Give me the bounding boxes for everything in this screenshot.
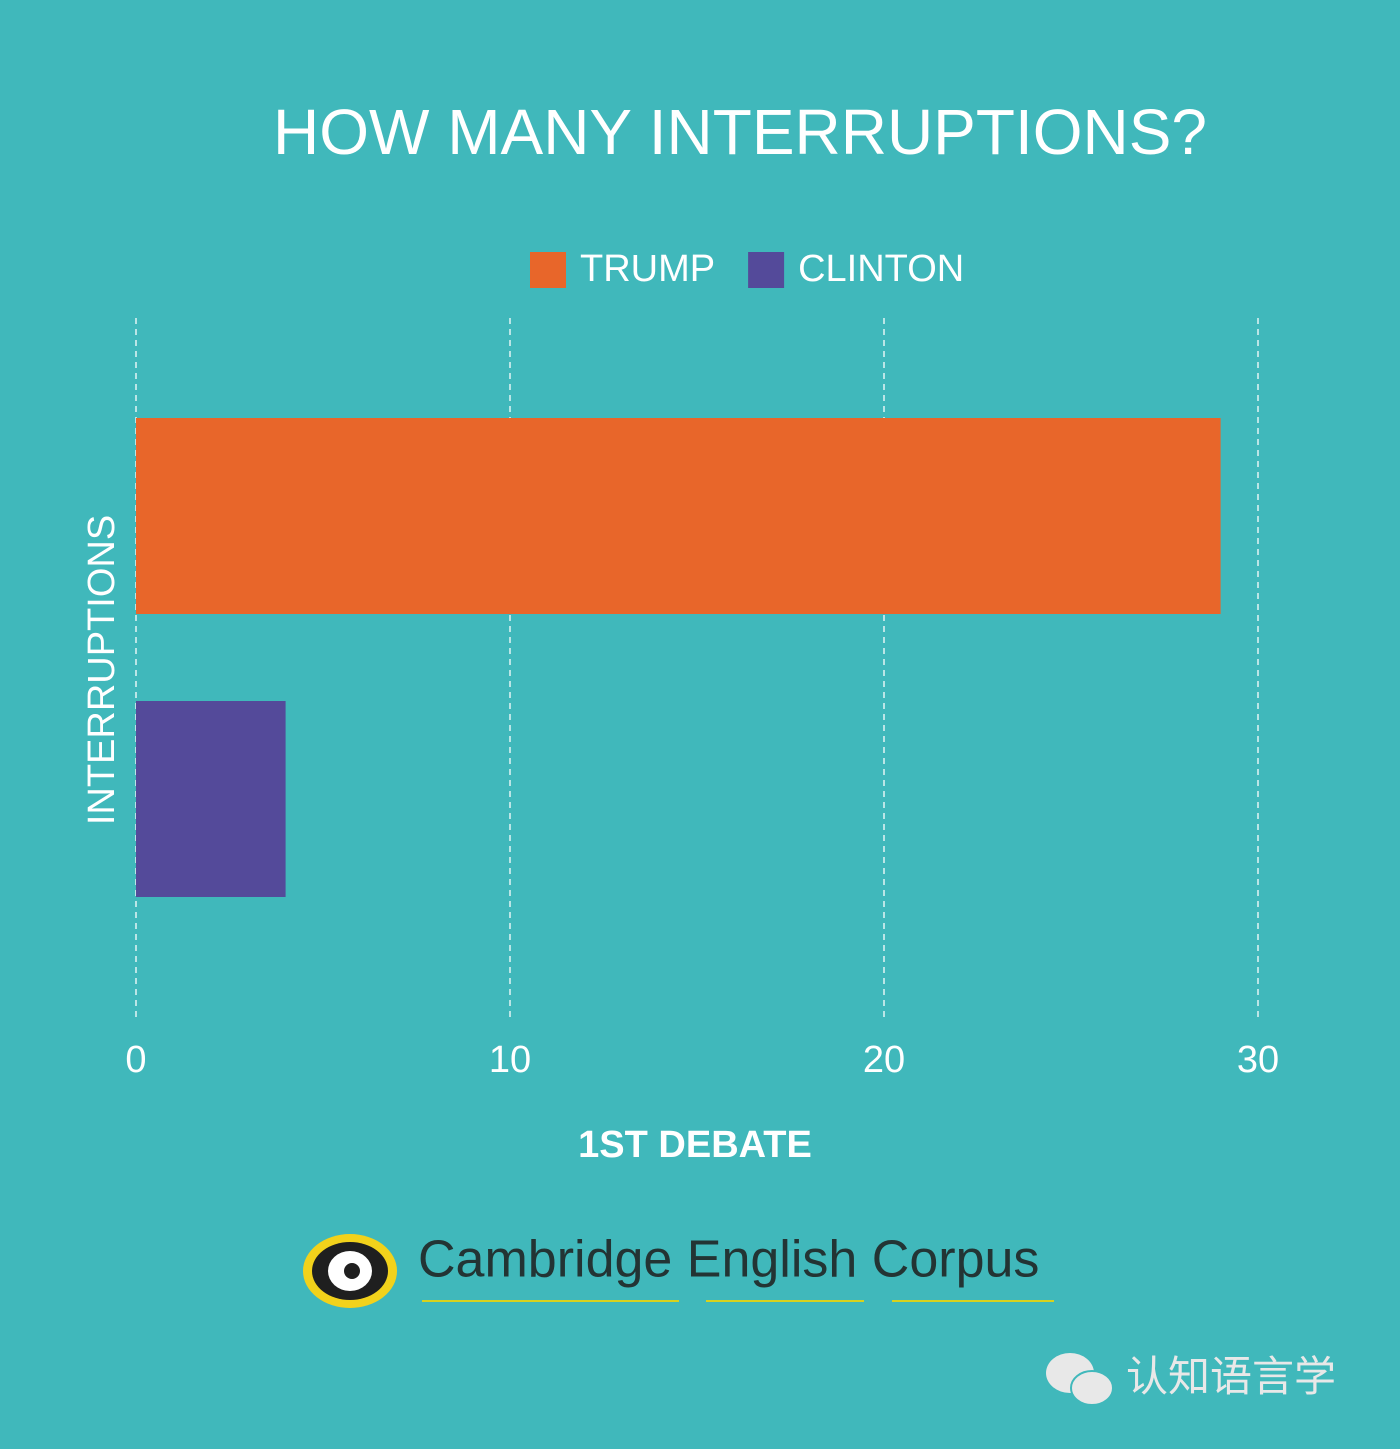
- x-axis-label: 1ST DEBATE: [578, 1124, 812, 1166]
- y-axis-label: INTERRUPTIONS: [81, 515, 123, 825]
- x-tick-label: 20: [863, 1039, 905, 1081]
- legend-label: TRUMP: [580, 248, 715, 290]
- bar: [136, 418, 1221, 614]
- logo-pupil: [344, 1263, 360, 1279]
- x-tick-label: 10: [489, 1039, 531, 1081]
- chart-title: HOW MANY INTERRUPTIONS?: [273, 96, 1207, 168]
- legend-swatch: [748, 252, 785, 288]
- bar: [136, 701, 286, 897]
- watermark-text: 认知语言学: [1126, 1353, 1336, 1400]
- x-tick-label: 0: [125, 1039, 146, 1081]
- legend-swatch: [530, 252, 566, 288]
- logo-text: Cambridge English Corpus: [418, 1231, 1039, 1289]
- logo: Cambridge English Corpus: [303, 1231, 1054, 1308]
- legend-label: CLINTON: [798, 248, 964, 290]
- x-tick-label: 30: [1237, 1039, 1279, 1081]
- watermark-icon: [1070, 1370, 1114, 1406]
- watermark: 认知语言学: [1046, 1353, 1336, 1406]
